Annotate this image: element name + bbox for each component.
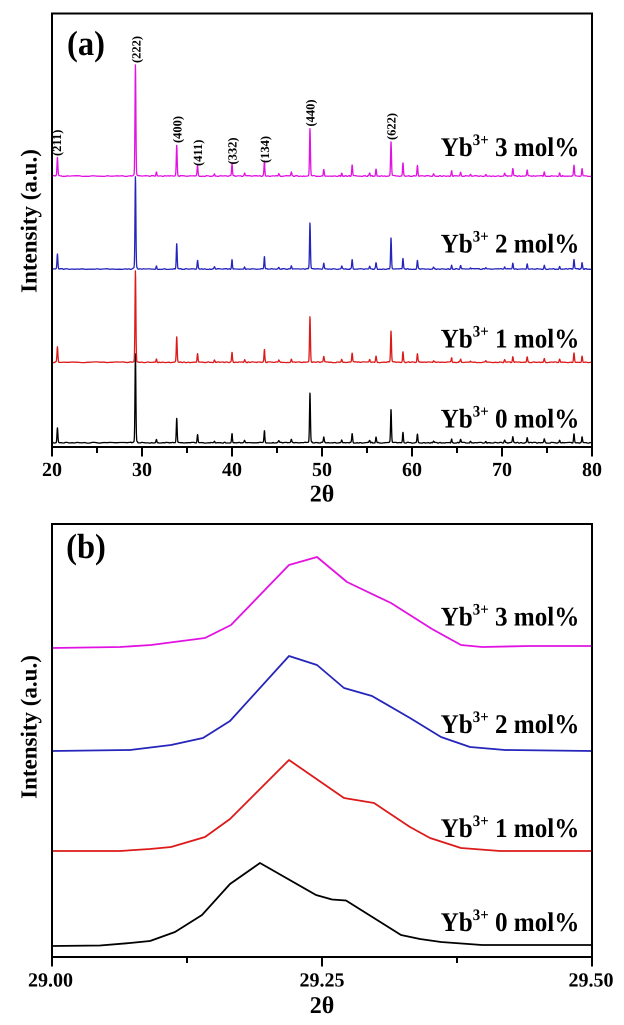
- svg-text:(400): (400): [170, 116, 184, 143]
- svg-text:(134): (134): [258, 136, 272, 163]
- svg-text:70: 70: [492, 459, 512, 481]
- svg-text:(440): (440): [303, 99, 317, 126]
- svg-text:(332): (332): [225, 137, 239, 164]
- svg-text:20: 20: [42, 459, 62, 481]
- svg-text:2θ: 2θ: [310, 993, 335, 1019]
- svg-text:60: 60: [402, 459, 422, 481]
- svg-text:(622): (622): [385, 113, 399, 140]
- svg-text:Intensity (a.u.): Intensity (a.u.): [17, 655, 42, 799]
- svg-text:(a): (a): [67, 24, 105, 63]
- svg-text:Intensity (a.u.): Intensity (a.u.): [17, 149, 42, 293]
- svg-text:(b): (b): [66, 527, 106, 566]
- svg-text:Yb3+ 2 mol%: Yb3+ 2 mol%: [441, 709, 580, 739]
- svg-text:29.00: 29.00: [28, 970, 73, 992]
- svg-text:(211): (211): [50, 130, 64, 156]
- svg-text:(222): (222): [129, 36, 143, 63]
- svg-text:30: 30: [132, 459, 152, 481]
- svg-text:(411): (411): [191, 140, 205, 166]
- svg-text:Yb3+ 3 mol%: Yb3+ 3 mol%: [441, 601, 580, 631]
- svg-text:80: 80: [582, 459, 602, 481]
- svg-text:Yb3+ 2 mol%: Yb3+ 2 mol%: [441, 229, 580, 259]
- svg-text:Yb3+ 3 mol%: Yb3+ 3 mol%: [441, 132, 580, 162]
- svg-text:Yb3+ 1 mol%: Yb3+ 1 mol%: [441, 813, 580, 843]
- svg-text:Yb3+ 1 mol%: Yb3+ 1 mol%: [441, 323, 580, 353]
- svg-text:Yb3+ 0 mol%: Yb3+ 0 mol%: [441, 907, 580, 937]
- svg-text:50: 50: [312, 459, 332, 481]
- svg-text:29.25: 29.25: [300, 970, 345, 992]
- svg-text:Yb3+ 0 mol%: Yb3+ 0 mol%: [441, 403, 580, 433]
- svg-text:40: 40: [222, 459, 242, 481]
- svg-text:29.50: 29.50: [569, 970, 614, 992]
- svg-text:2θ: 2θ: [310, 482, 335, 508]
